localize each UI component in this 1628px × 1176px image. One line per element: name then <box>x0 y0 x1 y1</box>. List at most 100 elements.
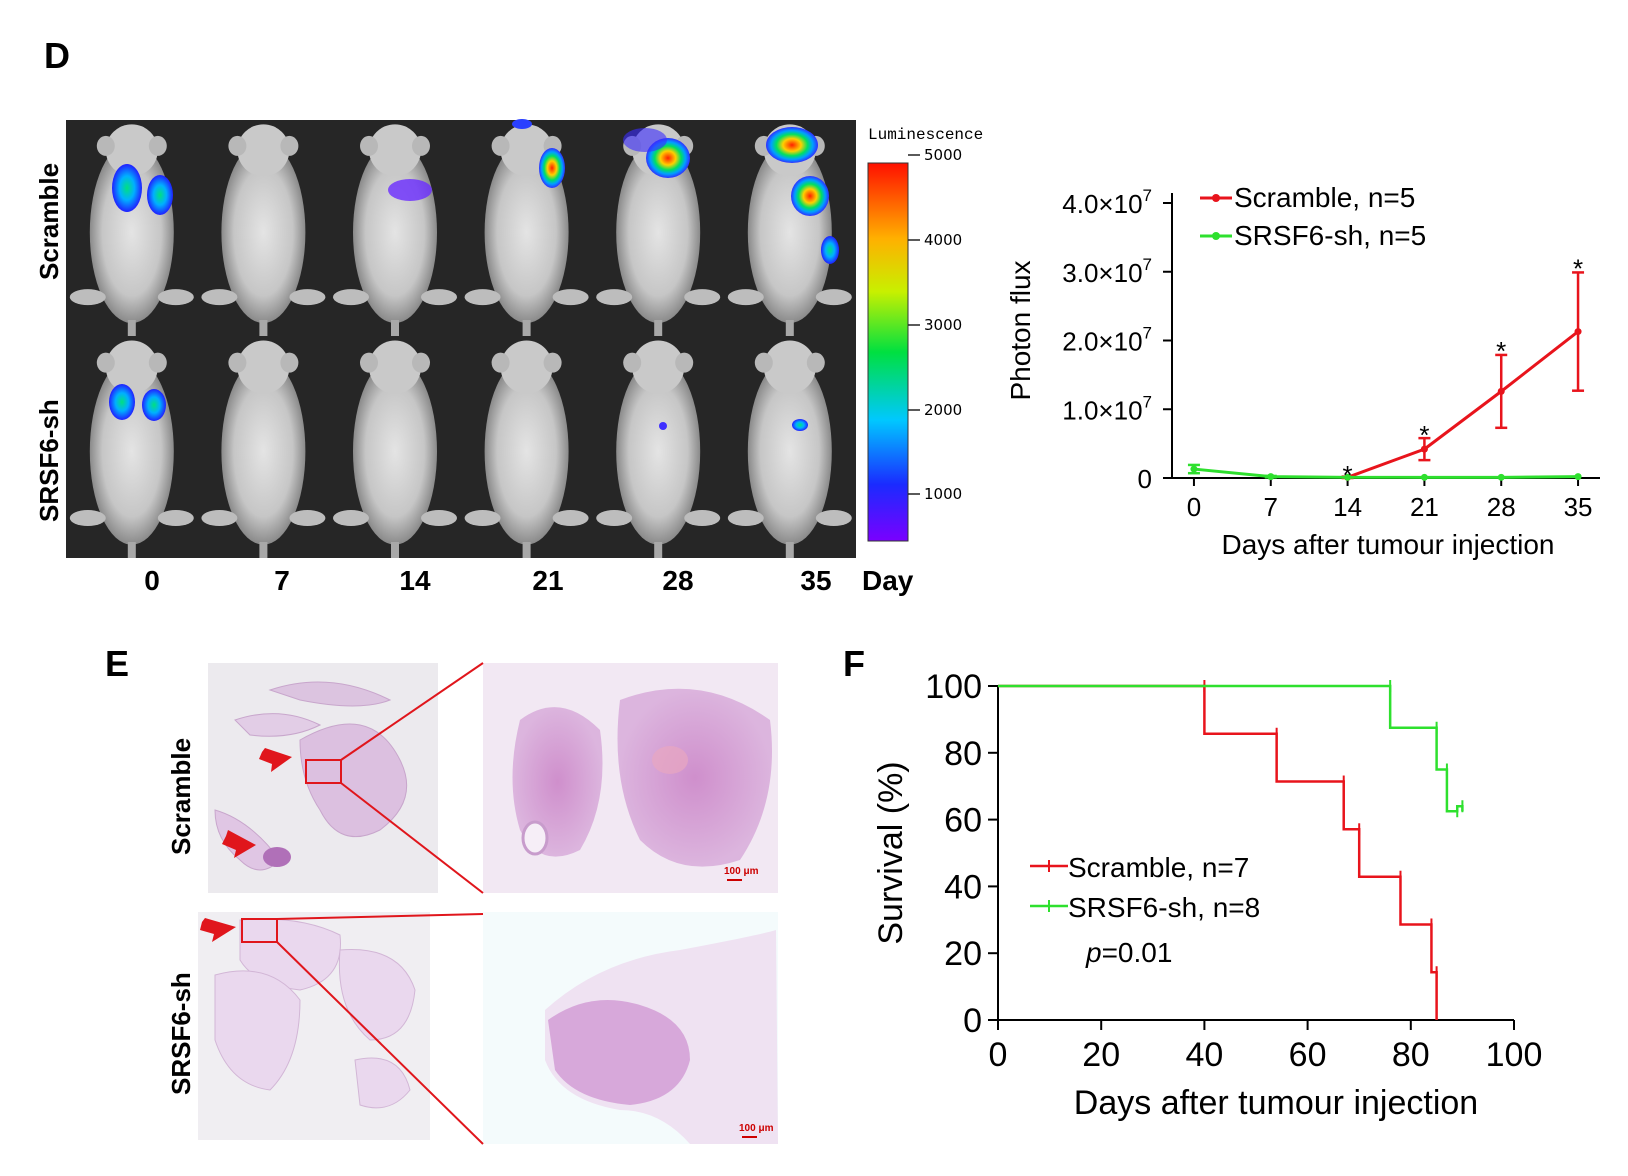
data-point <box>1190 466 1197 473</box>
y-tick-label: 2.0×107 <box>1062 324 1152 357</box>
tumour-nodule <box>263 847 291 867</box>
mouse-paw <box>816 289 852 305</box>
signal-spot <box>142 389 166 421</box>
x-axis-label: Days after tumour injection <box>1221 529 1554 560</box>
mouse-paw <box>684 289 720 305</box>
panel-letter-e: E <box>105 643 129 684</box>
scale-bar-label: 100 μm <box>724 866 759 877</box>
mouse-tail <box>391 542 399 558</box>
mouse-ear <box>97 136 115 156</box>
signal-spot <box>112 164 142 212</box>
mouse-ear <box>675 353 693 373</box>
mouse-tail <box>523 320 531 336</box>
colorbar-tick-label: 5000 <box>924 146 962 164</box>
mouse-paw <box>289 510 325 526</box>
series-1 <box>998 680 1462 817</box>
mouse-paw <box>728 289 764 305</box>
data-point <box>1575 328 1582 335</box>
x-tick-label: 60 <box>1289 1036 1327 1074</box>
significance-star: * <box>1496 336 1506 366</box>
mouse-paw <box>333 510 369 526</box>
legend-label: Scramble, n=7 <box>1068 852 1249 883</box>
mouse-paw <box>816 510 852 526</box>
mouse-paw <box>70 289 106 305</box>
signal-spot <box>147 175 173 215</box>
mouse-tail <box>654 542 662 558</box>
panel-letter-f: F <box>843 643 865 684</box>
x-tick-label: 14 <box>1333 492 1362 522</box>
mouse-paw <box>596 510 632 526</box>
histology-row-label-scramble: Scramble <box>166 738 196 855</box>
colorbar-tick-label: 4000 <box>924 231 962 249</box>
mouse-paw <box>158 289 194 305</box>
y-axis-label: Survival (%) <box>872 761 910 944</box>
mouse-paw <box>201 510 237 526</box>
imaging-background <box>66 120 856 558</box>
y-tick-label: 4.0×107 <box>1062 186 1152 219</box>
mouse-tail <box>523 542 531 558</box>
signal-spot <box>109 384 135 420</box>
x-tick-label: 0 <box>989 1036 1008 1074</box>
y-tick-label: 1.0×107 <box>1062 392 1152 425</box>
mouse-tail <box>391 320 399 336</box>
mouse-ear <box>149 136 167 156</box>
mouse-paw <box>553 289 589 305</box>
mouse-tail <box>654 320 662 336</box>
mouse-tail <box>259 542 267 558</box>
signal-spot <box>512 119 532 129</box>
y-tick-label: 100 <box>925 668 982 706</box>
mouse-ear <box>807 353 825 373</box>
mouse-paw <box>70 510 106 526</box>
colorbar-ticks: 50004000300020001000 <box>908 146 962 503</box>
mouse-paw <box>289 289 325 305</box>
colorbar <box>868 163 908 541</box>
figure: D Scramble SRSF6-sh 0 7 14 21 28 35 Day Lum <box>0 0 1628 1176</box>
imaging-day-label: 7 <box>274 565 290 596</box>
significance-star: * <box>1573 254 1583 284</box>
series-line <box>1348 332 1578 478</box>
x-tick-label: 100 <box>1486 1036 1543 1074</box>
signal-spot <box>388 179 432 201</box>
imaging-day-label: 14 <box>399 565 431 596</box>
data-point <box>1575 473 1582 480</box>
mouse-paw <box>465 289 501 305</box>
legend-label: SRSF6-sh, n=5 <box>1234 220 1426 251</box>
signal-spot <box>539 148 565 188</box>
mouse-tail <box>786 542 794 558</box>
mouse-tail <box>128 320 136 336</box>
mouse-ear <box>623 353 641 373</box>
data-point <box>1498 388 1505 395</box>
mouse-ear <box>412 136 430 156</box>
signal-spot <box>659 422 667 430</box>
vessel <box>652 746 688 774</box>
x-tick-label: 21 <box>1410 492 1439 522</box>
x-tick-label: 80 <box>1392 1036 1430 1074</box>
data-point <box>1421 474 1428 481</box>
mouse-paw <box>421 289 457 305</box>
mouse-ear <box>97 353 115 373</box>
mouse-imaging <box>66 119 856 558</box>
mouse-paw <box>333 289 369 305</box>
data-point <box>1267 473 1274 480</box>
mouse-tail <box>786 320 794 336</box>
x-axis-label: Days after tumour injection <box>1074 1084 1478 1122</box>
mouse-paw <box>201 289 237 305</box>
signal-spot <box>623 128 667 152</box>
significance-star: * <box>1343 460 1353 490</box>
mouse-paw <box>553 510 589 526</box>
photon-flux-chart: 01.0×1072.0×1073.0×1074.0×1070 7 14 21 28 35D… <box>1005 182 1600 560</box>
mouse-ear <box>149 353 167 373</box>
histology-row-label-srsf6-sh: SRSF6-sh <box>166 972 196 1095</box>
mouse-ear <box>492 353 510 373</box>
signal-spot <box>821 236 839 264</box>
mouse-ear <box>544 353 562 373</box>
colorbar-tick-label: 2000 <box>924 401 962 419</box>
significance-star: * <box>1419 420 1429 450</box>
imaging-day-label: 35 <box>800 565 831 596</box>
y-tick-label: 0 <box>963 1002 982 1040</box>
p-value: p=0.01 <box>1085 937 1172 968</box>
signal-spot <box>766 127 818 163</box>
imaging-day-label: 0 <box>144 565 160 596</box>
imaging-day-labels: 0 7 14 21 28 35 <box>144 565 831 596</box>
